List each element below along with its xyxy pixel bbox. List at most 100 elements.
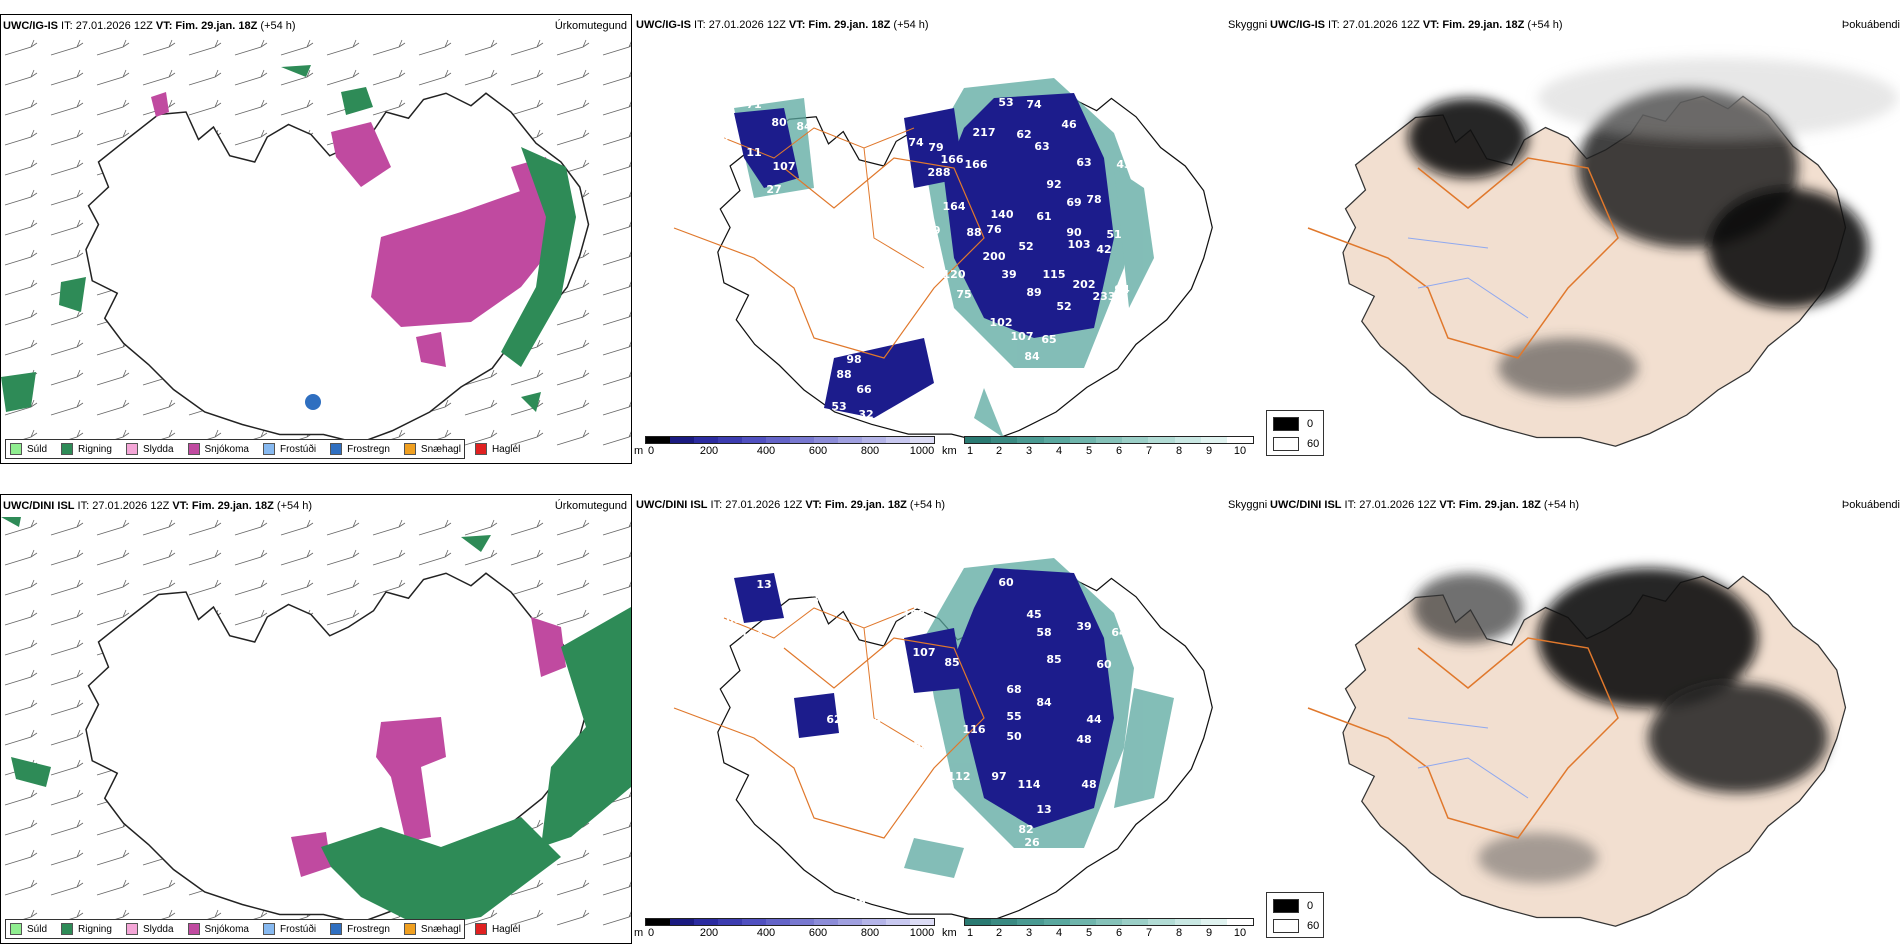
cloud-base-value: 52 xyxy=(1018,240,1033,253)
cloud-base-value: 114 xyxy=(1018,778,1041,791)
cloud-base-value: 75 xyxy=(956,288,971,301)
cloud-base-value: 13 xyxy=(756,578,771,591)
legend-item: Frostregn xyxy=(330,923,390,935)
cloud-base-value: 63 xyxy=(1034,140,1049,153)
cloud-base-value: 51 xyxy=(1106,228,1121,241)
cloud-base-value: 26 xyxy=(851,878,867,891)
cloud-base-value: 82 xyxy=(1018,823,1033,836)
cloud-base-value: 60 xyxy=(998,576,1014,589)
cloud-base-value: 13 xyxy=(1036,803,1051,816)
cloud-base-areas xyxy=(734,568,1114,828)
cloud-base-value: 107 xyxy=(1011,330,1034,343)
cloud-base-value: 58 xyxy=(1036,626,1051,639)
cloud-base-value: 68 xyxy=(1006,683,1021,696)
tick-label: 400 xyxy=(756,445,776,457)
legend-item: Haglél xyxy=(474,923,520,935)
tick-label: 9 xyxy=(1205,927,1213,939)
cloud-base-value: 66 xyxy=(848,866,864,879)
tick-label: 2 xyxy=(995,927,1003,939)
legend-item: Rigning xyxy=(61,443,112,455)
fog-panel-bottom: UWC/DINI ISL IT: 27.01.2026 12Z VT: Fim.… xyxy=(1268,494,1900,944)
panel-header: UWC/IG-IS IT: 27.01.2026 12Z VT: Fim. 29… xyxy=(1270,19,1563,31)
fog-map xyxy=(1307,58,1898,447)
tick-label: 0 xyxy=(647,445,655,457)
fog-legend-light: 60 xyxy=(1307,920,1320,932)
rain-areas xyxy=(1,65,576,412)
cloud-base-value: 27 xyxy=(766,183,781,196)
tick-label: 400 xyxy=(756,927,776,939)
fog-legend-light: 60 xyxy=(1307,438,1320,450)
cloud-base-value: 98 xyxy=(846,353,861,366)
cloud-base-value: 85 xyxy=(1046,653,1061,666)
cloud-base-unit: m xyxy=(634,445,644,457)
tick-label: 5 xyxy=(1085,927,1093,939)
fog-map xyxy=(1307,568,1847,927)
precip-legend: Súld Rigning Slydda Snjókoma Frostúði Fr… xyxy=(5,919,520,939)
cloud-base-value: 166 xyxy=(941,153,964,166)
fog-legend-dark: 0 xyxy=(1307,418,1314,430)
tick-label: 6 xyxy=(1115,445,1123,457)
visibility-colorbar: km 1 2 3 4 5 6 7 8 9 10 xyxy=(942,918,1262,948)
tick-label: 3 xyxy=(1025,445,1033,457)
cloud-base-value: 112 xyxy=(948,770,971,783)
visibility-unit: km xyxy=(942,927,957,939)
cloud-base-value: 81 xyxy=(721,130,736,143)
tick-label: 7 xyxy=(1145,445,1153,457)
cloud-base-value: 102 xyxy=(990,316,1013,329)
legend-item: Snæhagl xyxy=(403,443,461,455)
cloud-base-value: 157 xyxy=(903,608,926,621)
cloud-base-value: 202 xyxy=(1073,278,1096,291)
cloud-base-value: 24 xyxy=(851,893,867,906)
cloud-base-value: 11 xyxy=(746,146,761,159)
tick-label: 200 xyxy=(699,445,719,457)
rain-areas xyxy=(1,517,631,927)
cloud-base-unit: m xyxy=(634,927,644,939)
tick-label: 9 xyxy=(1205,445,1213,457)
tick-label: 1 xyxy=(966,927,974,939)
cloud-base-value: 48 xyxy=(1081,778,1096,791)
cloud-base-value: 79 xyxy=(928,141,943,154)
precip-map xyxy=(1,37,631,447)
legend-item: Súld xyxy=(10,443,47,455)
tick-label: 6 xyxy=(1115,927,1123,939)
cloud-base-colorbar: m 0 200 400 600 800 1000 xyxy=(634,918,939,948)
cloud-base-value: 84 xyxy=(1024,350,1040,363)
cloud-base-value: 233 xyxy=(1093,290,1116,303)
cloud-base-value: 39 xyxy=(811,593,826,606)
tick-label: 0 xyxy=(647,927,655,939)
cloud-base-value: 39 xyxy=(1001,268,1016,281)
cloud-base-value: 89 xyxy=(1026,286,1041,299)
cloud-base-areas xyxy=(734,93,1114,418)
tick-label: 3 xyxy=(1025,927,1033,939)
cloud-base-value: 84 xyxy=(1036,696,1052,709)
cloud-base-value: 120 xyxy=(943,268,966,281)
cloud-base-value: 60 xyxy=(1096,658,1112,671)
tick-label: 2 xyxy=(995,445,1003,457)
cloud-base-value: 52 xyxy=(1056,300,1071,313)
tick-label: 10 xyxy=(1233,445,1247,457)
legend-item: Snjókoma xyxy=(187,923,249,935)
precip-panel-top: UWC/IG-IS IT: 27.01.2026 12Z VT: Fim. 29… xyxy=(0,14,632,464)
cloud-base-value: 32 xyxy=(858,408,873,421)
cloud-base-value: 107 xyxy=(773,160,796,173)
cloud-base-value: 279 xyxy=(918,224,941,237)
cloud-panel-bottom: UWC/DINI ISL IT: 27.01.2026 12Z VT: Fim.… xyxy=(634,494,1267,944)
legend-item: Frostúði xyxy=(262,923,316,935)
tick-label: 8 xyxy=(1175,445,1183,457)
cloud-base-value: 69 xyxy=(1066,196,1081,209)
cloud-base-bar xyxy=(645,436,935,444)
cloud-base-value: 97 xyxy=(991,770,1006,783)
cloud-base-value: 50 xyxy=(784,583,800,596)
cloud-base-value: 164 xyxy=(943,200,966,213)
panel-header: UWC/IG-IS IT: 27.01.2026 12Z VT: Fim. 29… xyxy=(636,19,929,31)
cloud-base-value: 66 xyxy=(856,383,872,396)
visibility-unit: km xyxy=(942,445,957,457)
panel-title: Skyggni xyxy=(1228,19,1268,31)
fog-panel-top: UWC/IG-IS IT: 27.01.2026 12Z VT: Fim. 29… xyxy=(1268,14,1900,464)
tick-label: 7 xyxy=(1145,927,1153,939)
panel-header: UWC/IG-IS IT: 27.01.2026 12Z VT: Fim. 29… xyxy=(3,20,296,32)
panel-title: Þokuábendi xyxy=(1841,499,1900,511)
cloud-base-value: 107 xyxy=(913,646,936,659)
cloud-base-value: 61 xyxy=(1036,210,1051,223)
